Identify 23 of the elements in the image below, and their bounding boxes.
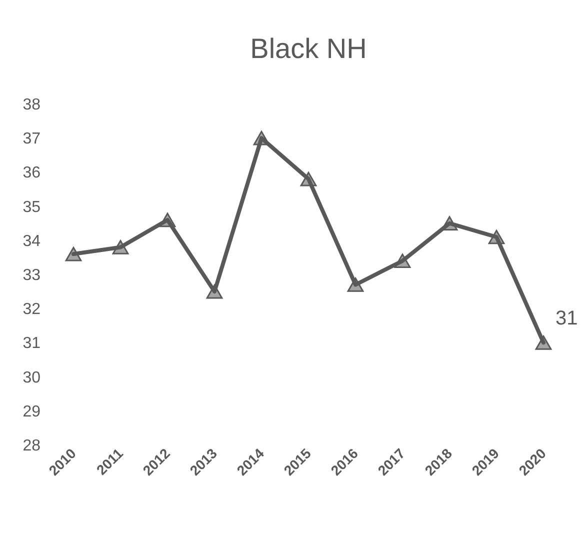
y-tick-label: 34 [22,232,41,250]
y-tick-label: 30 [22,369,41,386]
y-tick-label: 32 [22,301,41,318]
y-tick-label: 29 [22,403,41,420]
point [159,212,176,228]
point [65,246,82,262]
y-tick-label: 28 [22,438,41,454]
point [112,240,129,254]
y-tick-label: 37 [22,130,41,148]
y-tick-label: 38 [22,96,41,114]
y-tick-label: 36 [22,164,41,182]
y-tick-label: 35 [22,198,41,216]
chart-title: Black NH [250,33,367,64]
y-tick-label: 31 [22,335,41,352]
point [535,336,552,350]
point [347,278,364,292]
point [300,172,317,186]
point [206,284,223,299]
point [253,130,270,146]
y-tick-label: 33 [22,267,41,284]
point [488,230,505,244]
data-label: 31 [556,308,578,330]
point [394,254,411,268]
